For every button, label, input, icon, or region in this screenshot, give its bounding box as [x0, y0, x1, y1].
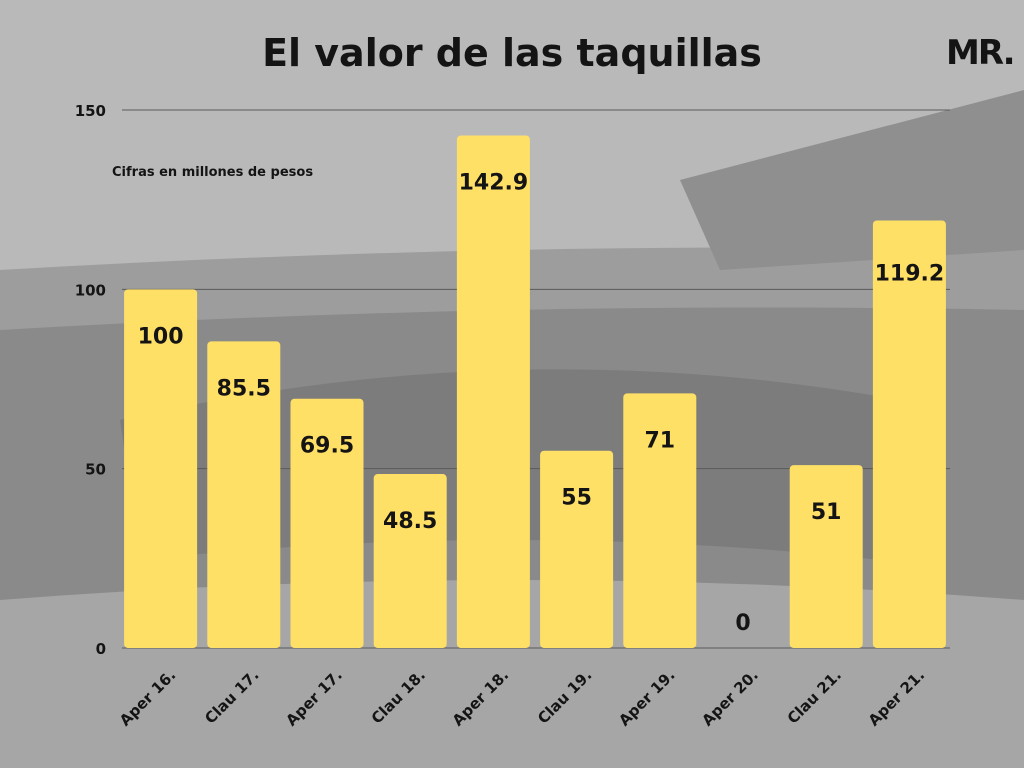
y-tick-label: 0: [96, 640, 106, 658]
data-label: 51: [811, 500, 842, 525]
data-label: 119.2: [875, 261, 945, 286]
y-axis-ticks: 0 50 100 150: [75, 102, 106, 658]
data-label: 69.5: [300, 434, 354, 459]
bars: [124, 135, 946, 648]
x-tick-label: Clau 19.: [534, 666, 595, 727]
bar: [290, 398, 364, 648]
data-label: 100: [138, 324, 184, 349]
x-tick-label: Aper 21.: [865, 666, 928, 729]
bar: [124, 289, 198, 648]
data-label: 71: [644, 428, 675, 453]
brand-logo: MR.: [946, 33, 1014, 73]
x-tick-label: Aper 18.: [449, 666, 512, 729]
chart-title: El valor de las taquillas: [262, 31, 762, 75]
bar: [789, 465, 863, 648]
x-tick-label: Clau 17.: [201, 666, 262, 727]
y-tick-label: 100: [75, 281, 106, 299]
bar: [207, 341, 281, 648]
y-tick-label: 50: [85, 461, 106, 479]
bar: [540, 450, 614, 648]
chart-subtitle: Cifras en millones de pesos: [112, 165, 313, 180]
x-tick-label: Clau 21.: [784, 666, 845, 727]
x-axis-ticks: Aper 16. Clau 17. Aper 17. Clau 18. Aper 18.…: [116, 666, 928, 729]
data-label: 0: [735, 611, 750, 636]
bar: [373, 474, 447, 648]
data-label: 48.5: [383, 509, 437, 534]
data-label: 85.5: [217, 376, 271, 401]
x-tick-label: Aper 19.: [615, 666, 678, 729]
bar: [456, 135, 530, 648]
bar: [623, 393, 697, 648]
x-tick-label: Aper 16.: [116, 666, 179, 729]
data-labels: 100 85.5 69.5 48.5 142.9 55 71 0 51 119.2: [138, 170, 945, 636]
data-label: 55: [561, 486, 592, 511]
data-label: 142.9: [459, 170, 529, 195]
y-tick-label: 150: [75, 102, 106, 120]
x-tick-label: Clau 18.: [368, 666, 429, 727]
x-tick-label: Aper 17.: [282, 666, 345, 729]
x-tick-label: Aper 20.: [698, 666, 761, 729]
bar: [872, 220, 946, 648]
